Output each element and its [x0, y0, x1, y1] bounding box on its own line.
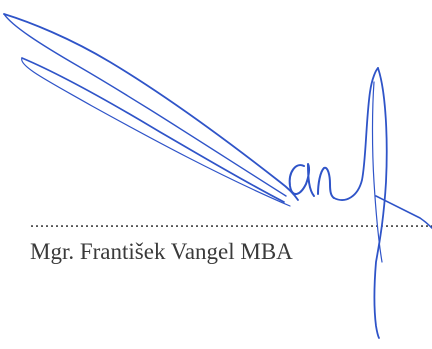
signature-tail — [375, 195, 432, 229]
signature-stroke-upper — [3, 13, 299, 201]
signature-dotted-line: ........................................… — [30, 218, 432, 228]
signature-tall-loop — [373, 67, 388, 339]
signature-tall-loop-inner — [371, 81, 383, 263]
signature-stroke-upper-return — [3, 13, 287, 197]
signature-connector — [333, 67, 379, 201]
signature-stroke-lower-return — [21, 57, 291, 207]
signature-letter-n — [317, 166, 335, 199]
signature-stroke-lower — [21, 57, 285, 203]
signatory-name: Mgr. František Vangel MBA — [30, 239, 293, 264]
signature-letter-a — [288, 163, 315, 197]
signature-strokes — [3, 13, 432, 339]
